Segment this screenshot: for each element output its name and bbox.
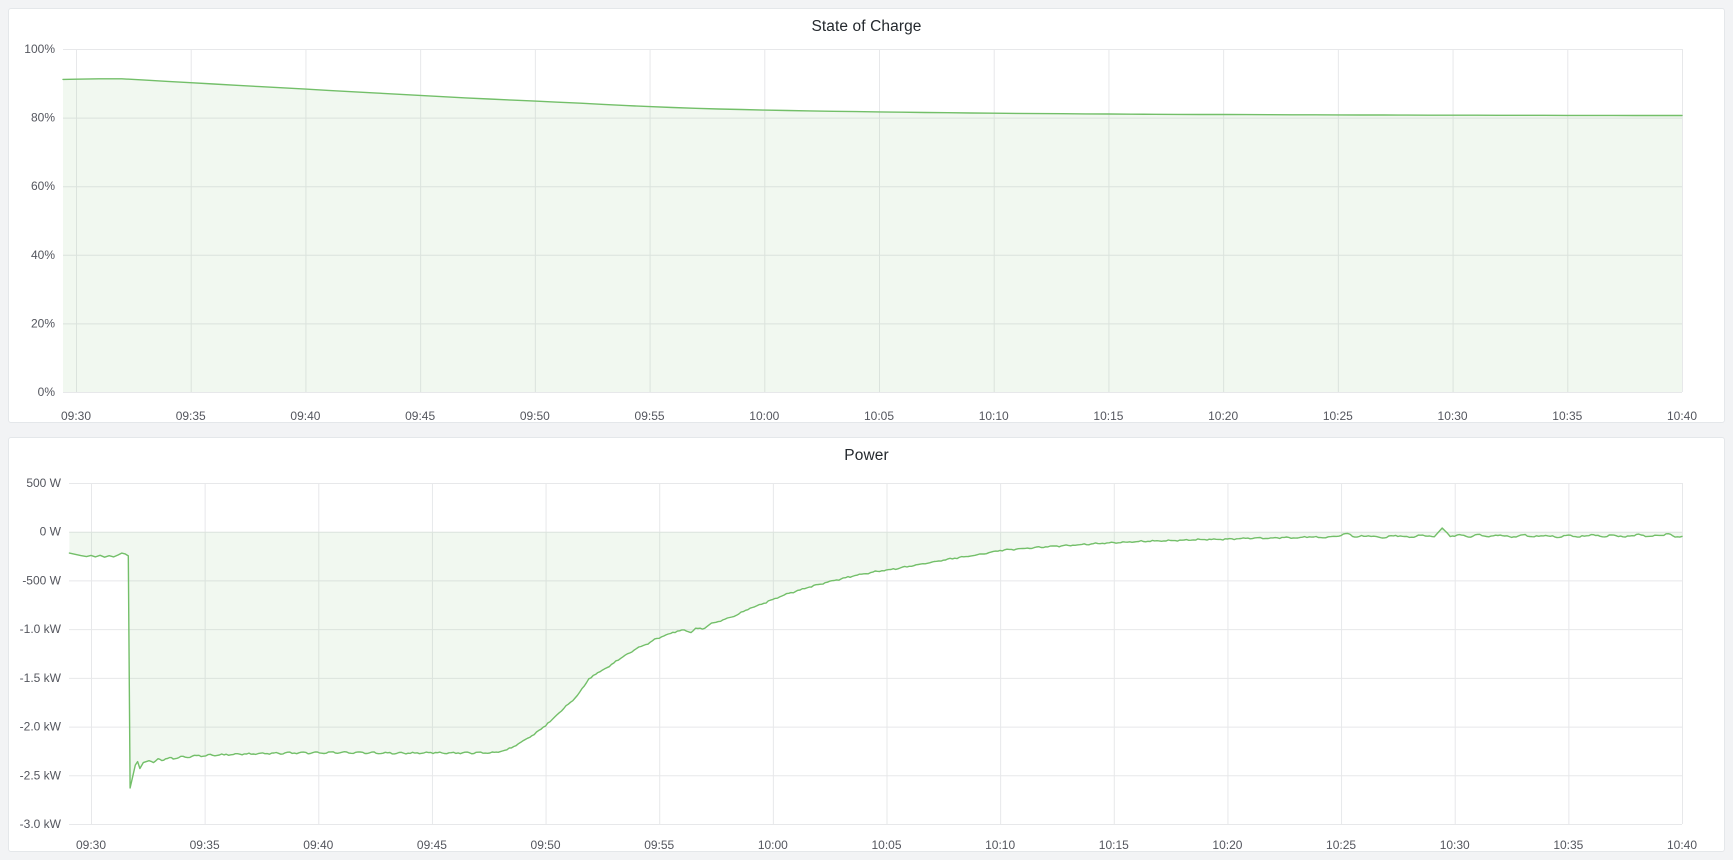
x-tick-label: 10:35	[1552, 409, 1582, 422]
y-tick-label: 80%	[31, 111, 55, 125]
y-tick-label: 0 W	[40, 525, 62, 539]
y-tick-label: -2.0 kW	[20, 720, 62, 734]
y-tick-label: 60%	[31, 179, 55, 193]
x-tick-label: 09:30	[76, 838, 106, 851]
x-tick-label: 10:25	[1326, 838, 1356, 851]
x-tick-label: 10:25	[1323, 409, 1353, 422]
x-tick-label: 10:20	[1212, 838, 1242, 851]
x-tick-label: 09:45	[405, 409, 435, 422]
x-tick-label: 10:00	[758, 838, 788, 851]
y-axis-tick-labels: 100% 80% 60% 40% 20% 0%	[24, 42, 55, 399]
grid-lines	[69, 483, 1683, 825]
y-tick-label: 40%	[31, 248, 55, 262]
x-tick-label: 10:05	[864, 409, 894, 422]
y-tick-label: -500 W	[22, 573, 61, 587]
y-tick-label: 0%	[38, 385, 56, 399]
series-area-fill	[63, 78, 1682, 393]
x-tick-label: 10:40	[1667, 838, 1697, 851]
power-chart[interactable]: 500 W 0 W -500 W -1.0 kW -1.5 kW -2.0 kW -2.5 …	[9, 438, 1724, 851]
x-tick-label: 10:00	[749, 409, 779, 422]
chart-canvas: 100%80%60%40%20%0%09:30 09:35 09:40 09:45 09…	[24, 42, 1697, 422]
x-tick-label: 10:05	[871, 838, 901, 851]
panel-power: Power 500 W 0 W -500 W -1.0 kW -1.5 kW -2.0 k…	[8, 437, 1725, 852]
x-tick-label: 10:15	[1099, 838, 1129, 851]
x-tick-label: 09:35	[176, 409, 206, 422]
y-tick-label: -3.0 kW	[20, 817, 62, 831]
x-axis-tick-labels: 09:30 09:35 09:40 09:45 09:50 09:55 10:00 10:05…	[61, 409, 1697, 422]
x-tick-label: 09:40	[303, 838, 333, 851]
x-tick-label: 09:30	[61, 409, 91, 422]
x-tick-label: 10:40	[1667, 409, 1697, 422]
series-line	[62, 78, 1683, 117]
x-tick-label: 10:20	[1208, 409, 1238, 422]
series-line	[68, 527, 1683, 789]
y-tick-label: 20%	[31, 316, 55, 330]
y-tick-label: 500 W	[26, 476, 61, 490]
panel-title-power[interactable]: Power	[844, 447, 889, 464]
x-tick-label: 09:55	[635, 409, 665, 422]
chart-canvas: 500 W 0 W -500 W -1.0 kW -1.5 kW -2.0 kW -2.5 …	[20, 476, 1698, 851]
x-tick-label: 09:35	[190, 838, 220, 851]
x-tick-label: 10:10	[979, 409, 1009, 422]
y-tick-label: -1.5 kW	[20, 671, 62, 685]
x-tick-label: 10:30	[1440, 838, 1470, 851]
y-axis-tick-labels: 500 W 0 W -500 W -1.0 kW -1.5 kW -2.0 kW -2.5 …	[20, 476, 62, 831]
y-tick-label: 100%	[24, 42, 55, 56]
x-tick-label: 09:40	[290, 409, 320, 422]
y-tick-label: -1.0 kW	[20, 622, 62, 636]
x-tick-label: 09:45	[417, 838, 447, 851]
y-tick-label: -2.5 kW	[20, 768, 62, 782]
x-tick-label: 10:30	[1438, 409, 1468, 422]
x-tick-label: 09:50	[531, 838, 561, 851]
series-area-fill	[69, 528, 1682, 788]
x-tick-label: 09:50	[520, 409, 550, 422]
state-of-charge-chart[interactable]: 100% 80% 60% 40% 20% 0% 09:30 09:35 09:40 09:45 09…	[9, 9, 1724, 422]
panel-state-of-charge: State of Charge 100% 80% 60% 40% 20% 0% 09:30 0…	[8, 8, 1725, 423]
x-tick-label: 10:15	[1093, 409, 1123, 422]
x-axis-tick-labels: 09:30 09:35 09:40 09:45 09:50 09:55 10:00 10:05…	[76, 838, 1697, 851]
x-tick-label: 09:55	[644, 838, 674, 851]
grid-lines	[63, 49, 1683, 393]
panel-title-state-of-charge[interactable]: State of Charge	[811, 18, 922, 35]
x-tick-label: 10:10	[985, 838, 1015, 851]
x-tick-label: 10:35	[1553, 838, 1583, 851]
